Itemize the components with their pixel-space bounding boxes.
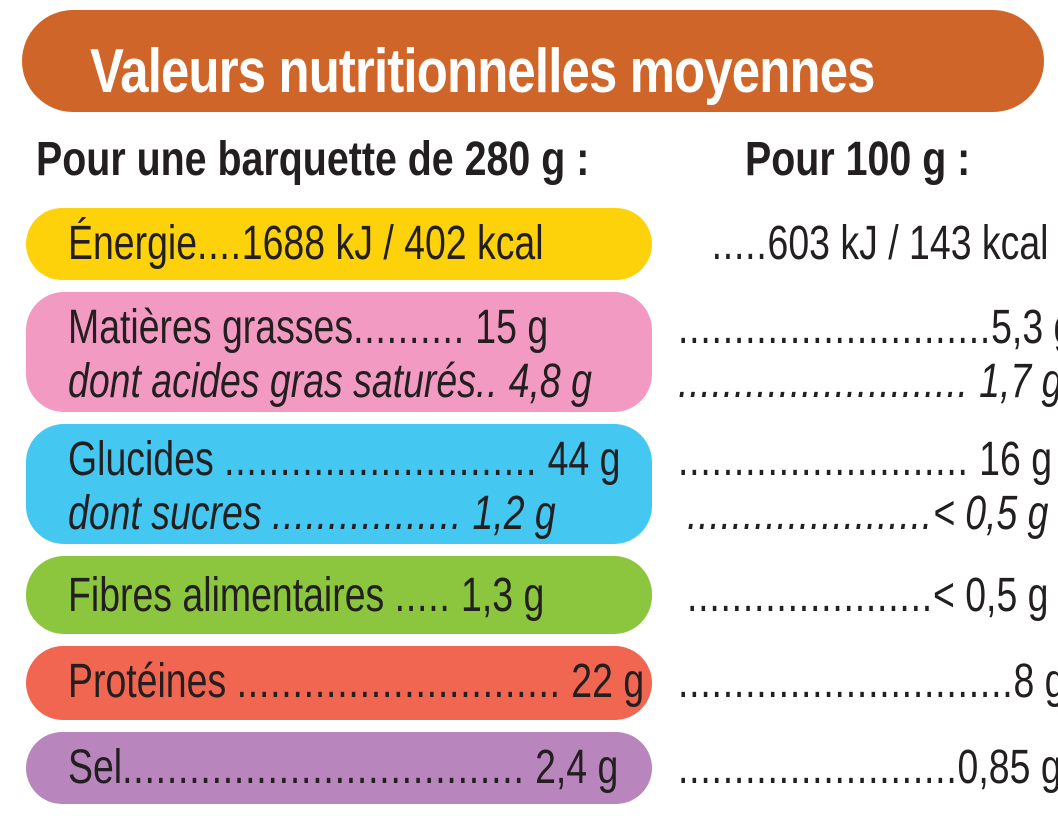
protein-band (26, 646, 652, 720)
sugars-row: dont sucres ................. 1,2 g (68, 486, 556, 541)
carbs-row: Glucides ............................ 44… (68, 432, 620, 487)
salt-label: Sel (68, 741, 123, 794)
energy-per-portion: 1688 kJ / 402 kcal (241, 217, 544, 270)
per-portion-header: Pour une barquette de 280 g : (36, 133, 590, 186)
protein-label: Protéines (68, 655, 227, 708)
fibre-per-portion: 1,3 g (460, 569, 545, 622)
energy-label: Énergie (68, 217, 198, 270)
salt-per-portion: 2,4 g (535, 741, 619, 794)
salt-100g-row: .........................0,85 g (678, 740, 1058, 795)
saturates-row: dont acides gras saturés.. 4,8 g (68, 354, 592, 409)
fat-label: Matières grasses (68, 301, 354, 354)
fat-row: Matières grasses.......... 15 g (68, 300, 548, 355)
energy-100g-row: .....603 kJ / 143 kcal (678, 216, 1049, 271)
energy-per-100g: 603 kJ / 143 kcal (767, 217, 1049, 270)
energy-row: Énergie....1688 kJ / 402 kcal (68, 216, 544, 271)
protein-row: Protéines ............................. … (68, 654, 644, 709)
protein-per-portion: 22 g (571, 655, 645, 708)
fat-dots: .......... (353, 301, 465, 354)
protein-dots: ............................. (236, 655, 561, 708)
carbs-per-portion: 44 g (547, 433, 621, 486)
protein-100g-row: ..............................8 g (678, 654, 1058, 709)
salt-band (26, 732, 652, 804)
carbs-per-100g: 16 g (979, 433, 1053, 486)
salt-per-100g: 0,85 g (957, 741, 1058, 794)
salt-row: Sel.................................... … (68, 740, 618, 795)
fibre-per-100g: < 0,5 g (932, 569, 1049, 622)
fibre-100g-row: ......................< 0,5 g (678, 568, 1049, 623)
sugars-100g-row: ......................< 0,5 g (678, 486, 1049, 541)
fibre-row: Fibres alimentaires ..... 1,3 g (68, 568, 544, 623)
sugars-per-100g: < 0,5 g (932, 487, 1049, 540)
fibre-label: Fibres alimentaires (68, 569, 385, 622)
sugars-label: dont sucres (68, 487, 262, 540)
fat-band (26, 292, 652, 412)
fibre-dots: ..... (394, 569, 451, 622)
per-100g-header: Pour 100 g : (745, 133, 971, 186)
saturates-100g-dots: .......................... (678, 355, 969, 408)
saturates-per-100g: 1,7 g (979, 355, 1058, 408)
salt-100g-dots: ......................... (678, 741, 958, 794)
carbs-dots: ............................ (224, 433, 538, 486)
carbs-label: Glucides (68, 433, 214, 486)
salt-dots: .................................... (122, 741, 525, 794)
saturates-per-portion: 4,8 g (508, 355, 592, 408)
title-bar: Valeurs nutritionnelles moyennes (22, 10, 1044, 112)
fibre-100g-dots: ...................... (686, 569, 933, 622)
fat-100g-row: ............................5,3 g (678, 300, 1058, 355)
fat-100g-dots: ............................ (678, 301, 992, 354)
sugars-100g-dots: ...................... (686, 487, 933, 540)
fibre-band (26, 556, 652, 634)
table-title: Valeurs nutritionnelles moyennes (90, 37, 875, 106)
carbs-band (26, 424, 652, 544)
energy-dots: .... (197, 217, 242, 270)
energy-100g-dots: ..... (711, 217, 768, 270)
protein-100g-dots: .............................. (678, 655, 1014, 708)
carbs-100g-dots: .......................... (678, 433, 969, 486)
fat-per-portion: 15 g (475, 301, 549, 354)
saturates-dots: .. (475, 355, 499, 408)
sugars-dots: ................. (271, 487, 463, 540)
carbs-100g-row: .......................... 16 g (678, 432, 1053, 487)
saturates-label: dont acides gras saturés (68, 355, 476, 408)
fat-per-100g: 5,3 g (991, 301, 1058, 354)
sugars-per-portion: 1,2 g (472, 487, 556, 540)
protein-per-100g: 8 g (1013, 655, 1058, 708)
saturates-100g-row: .......................... 1,7 g (678, 354, 1058, 409)
energy-band (26, 208, 652, 280)
